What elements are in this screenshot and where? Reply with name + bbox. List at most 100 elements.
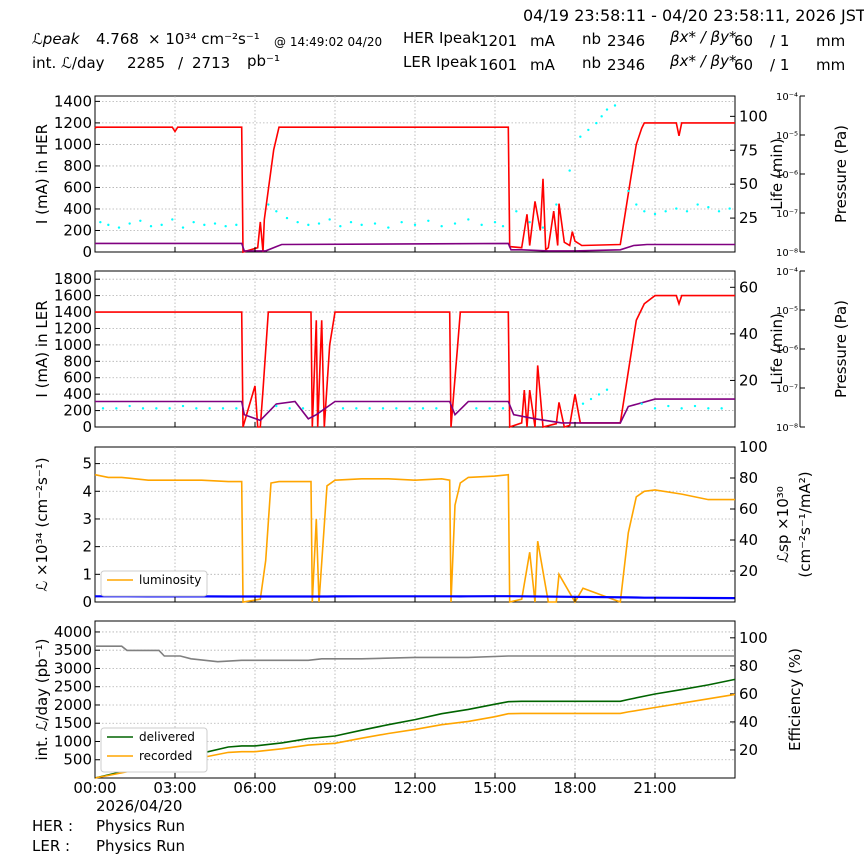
panel-2-y2tick-label: 40 xyxy=(739,325,758,343)
panel-4-y2tick-label: 80 xyxy=(739,657,758,675)
panel-4-gray-line xyxy=(95,645,735,663)
panel-3-ylabel: ℒ ×10³⁴ (cm⁻²s⁻¹) xyxy=(33,457,51,591)
lpeak-unit: × 10³⁴ cm⁻²s⁻¹ xyxy=(148,30,260,48)
panel-4-ytick-label: 500 xyxy=(63,751,92,769)
x-tick-label: 15:00 xyxy=(473,779,516,797)
panel-3-y2tick-label: 40 xyxy=(739,531,758,549)
panel-1-cyan-point xyxy=(653,212,657,216)
panel-2-pressure-tick-label: 10⁻⁷ xyxy=(776,384,798,395)
panel-3-ytick-label: 4 xyxy=(82,482,92,500)
panel-2-cyan-point xyxy=(115,407,118,410)
panel-4-ytick-label: 4000 xyxy=(54,623,92,641)
panel-2-cyan-point xyxy=(653,407,657,410)
panel-4-y2tick-label: 100 xyxy=(739,629,768,647)
panel-1-cyan-point xyxy=(587,128,590,132)
panel-2-cyan-point xyxy=(605,388,609,391)
panel-2-ytick-label: 1000 xyxy=(54,336,92,354)
panel-2-pressure-tick-label: 10⁻⁵ xyxy=(776,306,798,317)
panel-2-ytick-label: 0 xyxy=(82,418,92,436)
x-tick-label: 18:00 xyxy=(553,779,596,797)
panel-1-cyan-point xyxy=(203,223,206,227)
panel-1-cyan-point xyxy=(99,220,102,224)
panel-1-y2tick-label: 50 xyxy=(739,175,758,193)
panel-3-ytick-label: 1 xyxy=(82,565,92,583)
panel-3-ytick-label: 5 xyxy=(82,455,92,473)
panel-2-cyan-point xyxy=(488,407,491,410)
panel-2-cyan-point xyxy=(141,407,145,410)
panel-1-cyan-point xyxy=(275,210,278,213)
x-tick-label: 21:00 xyxy=(633,779,676,797)
her-beta-y: / 1 xyxy=(770,32,790,50)
panel-1-ytick-label: 800 xyxy=(63,157,92,175)
panel-1-pressure-label: Pressure (Pa) xyxy=(832,125,850,223)
panel-2-cyan-point xyxy=(168,407,171,410)
panel-1-cyan-point xyxy=(555,203,558,206)
panel-1-cyan-point xyxy=(296,220,299,224)
panel-2-pressure-tick-label: 10⁻⁸ xyxy=(776,423,798,434)
panel-2-cyan-point xyxy=(195,407,198,410)
panel-1-cyan-point xyxy=(160,223,163,227)
panel-1-cyan-point xyxy=(139,219,142,222)
ler-beta-y: / 1 xyxy=(770,56,790,74)
panel-1-cyan-point xyxy=(339,225,342,228)
panel-1-cyan-point xyxy=(307,223,310,227)
panel-1-ytick-label: 0 xyxy=(82,243,92,261)
panel-2-ytick-label: 1800 xyxy=(54,270,92,288)
panel-2-cyan-point xyxy=(408,407,411,410)
int-lumi-unit: pb⁻¹ xyxy=(247,52,280,70)
panel-1-cyan-point xyxy=(627,189,630,193)
lpeak-value: 4.768 xyxy=(96,30,139,48)
panel-2-ytick-label: 600 xyxy=(63,369,92,387)
ler-beta-unit: mm xyxy=(816,56,846,74)
panel-2-cyan-point xyxy=(381,407,385,410)
panel-3-y2tick-label: 20 xyxy=(739,562,758,580)
panel-2-cyan-point xyxy=(368,407,371,410)
panel-1-cyan-point xyxy=(192,220,195,224)
footer-ler-status: Physics Run xyxy=(96,837,186,855)
panel-1-cyan-point xyxy=(717,210,721,213)
int-lumi-label: int. ℒ/day xyxy=(32,54,105,72)
panel-2-cyan-point xyxy=(707,407,710,410)
panel-1-cyan-point xyxy=(213,222,217,225)
panel-3-luminosity-line xyxy=(94,473,735,604)
panel-1-cyan-point xyxy=(501,225,505,228)
panel-2-ytick-label: 800 xyxy=(63,352,92,370)
her-beta-label: βx* / βy* xyxy=(670,28,737,46)
x-tick-label: 12:00 xyxy=(393,779,436,797)
panel-2-pressure-tick-label: 10⁻⁴ xyxy=(776,267,798,278)
panel-4-recorded-line xyxy=(94,693,736,779)
panel-1-cyan-point xyxy=(317,222,321,225)
panel-1-y2tick-label: 75 xyxy=(739,141,758,159)
panel-2-cyan-point xyxy=(640,402,643,405)
panel-1-cyan-point xyxy=(664,210,667,213)
panel-1-purple-line xyxy=(95,242,735,252)
her-nb-label: nb xyxy=(582,30,602,48)
panel-1-cyan-point xyxy=(387,226,390,229)
panel-3-blue-line xyxy=(95,595,736,600)
panel-4-ytick-label: 3000 xyxy=(54,659,92,677)
panel-3-legend-label-luminosity: luminosity xyxy=(139,573,201,587)
panel-3-ytick-label: 3 xyxy=(82,510,92,528)
panel-2-y2tick-label: 60 xyxy=(739,278,758,296)
her-peak-label: HER Ipeak xyxy=(403,29,480,47)
panel-1-ytick-label: 400 xyxy=(63,200,92,218)
panel-1-ytick-label: 1400 xyxy=(54,92,92,110)
panel-2-pressure-label: Pressure (Pa) xyxy=(832,300,850,398)
panel-2-cyan-point xyxy=(155,407,158,410)
panel-1-pressure-tick-label: 10⁻⁷ xyxy=(776,209,798,220)
panel-4-y2tick-label: 40 xyxy=(739,713,758,731)
x-tick-label: 09:00 xyxy=(313,779,356,797)
panel-4-legend-label-recorded: recorded xyxy=(139,749,192,763)
panel-1-cyan-point xyxy=(349,220,353,224)
panel-2-cyan-point xyxy=(235,407,238,410)
ler-peak-value: 1601 xyxy=(479,56,518,74)
panel-1-cyan-point xyxy=(149,225,153,228)
panel-2-cyan-point xyxy=(435,407,438,410)
panel-1-cyan-point xyxy=(600,115,603,118)
panel-1-cyan-point xyxy=(579,135,582,138)
int-lumi-value: 2285 xyxy=(127,54,166,72)
panel-4-y2tick-label: 20 xyxy=(739,741,758,759)
panel-2-cyan-point xyxy=(288,407,291,410)
panel-4-ytick-label: 1000 xyxy=(54,732,92,750)
